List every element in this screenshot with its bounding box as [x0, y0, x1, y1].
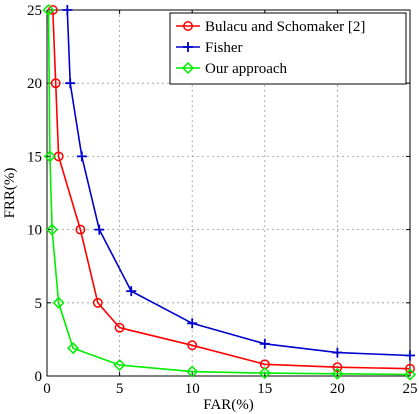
diamond-marker — [43, 150, 56, 163]
x-tick-label: 0 — [43, 381, 51, 397]
diamond-marker — [331, 367, 344, 380]
y-tick-label: 5 — [35, 296, 43, 312]
legend-label: Our approach — [205, 61, 288, 77]
legend-label: Fisher — [205, 40, 243, 56]
legend-items: Bulacu and Schomaker [2] Fisher Our approa… — [176, 19, 365, 77]
x-tick-label: 5 — [116, 381, 124, 397]
circle-marker — [183, 21, 193, 31]
diamond-marker — [186, 365, 199, 378]
x-tick-label: 25 — [403, 381, 418, 397]
x-tick-label: 10 — [185, 381, 200, 397]
diamond-marker — [181, 61, 195, 75]
legend-label: Bulacu and Schomaker [2] — [205, 19, 365, 35]
diamond-marker — [67, 342, 80, 355]
plus-marker — [126, 286, 137, 297]
plus-marker — [76, 151, 87, 162]
plus-marker — [187, 318, 198, 329]
y-tick-label: 20 — [27, 76, 42, 92]
legend-box — [169, 12, 407, 85]
circle-marker — [114, 322, 125, 333]
legend: Bulacu and Schomaker [2] Fisher Our approa… — [169, 12, 407, 85]
circle-marker — [92, 297, 103, 308]
x-axis-label: FAR(%) — [203, 397, 254, 413]
plus-marker — [65, 78, 76, 89]
plus-marker — [94, 224, 105, 235]
plus-marker — [259, 338, 270, 349]
legend-item: Bulacu and Schomaker [2] — [176, 19, 365, 35]
series-circle — [47, 5, 415, 374]
ticks: 0 5 10 15 20 25 0 5 10 15 20 25 — [27, 3, 418, 397]
series-layer — [42, 3, 417, 381]
plus-marker — [183, 42, 193, 52]
plus-marker — [62, 5, 73, 15]
y-tick-label: 0 — [35, 369, 43, 385]
series-line — [47, 9, 411, 376]
x-tick-label: 15 — [257, 381, 272, 397]
y-axis-label: FRR(%) — [2, 168, 18, 219]
diamond-marker — [113, 358, 126, 372]
circle-marker — [332, 362, 343, 373]
diamond-marker — [46, 223, 59, 236]
series-plus — [62, 5, 415, 361]
legend-item: Fisher — [176, 40, 243, 56]
diamond-marker — [52, 296, 65, 309]
plot-frame — [46, 9, 411, 377]
diamond-marker — [42, 3, 55, 17]
plus-marker — [332, 347, 343, 358]
diamond-marker — [258, 367, 271, 380]
y-tick-label: 10 — [27, 223, 42, 239]
y-tick-label: 25 — [27, 3, 42, 19]
circle-marker — [187, 340, 198, 351]
x-tick-label: 20 — [330, 381, 345, 397]
circle-marker — [50, 78, 61, 89]
series-line — [52, 9, 411, 370]
diamond-marker — [403, 368, 417, 381]
circle-marker — [75, 224, 86, 235]
series-diamond — [42, 3, 417, 381]
circle-marker — [405, 363, 415, 374]
legend-item: Our approach — [176, 61, 288, 77]
y-tick-label: 15 — [27, 149, 42, 165]
plus-marker — [405, 350, 415, 361]
